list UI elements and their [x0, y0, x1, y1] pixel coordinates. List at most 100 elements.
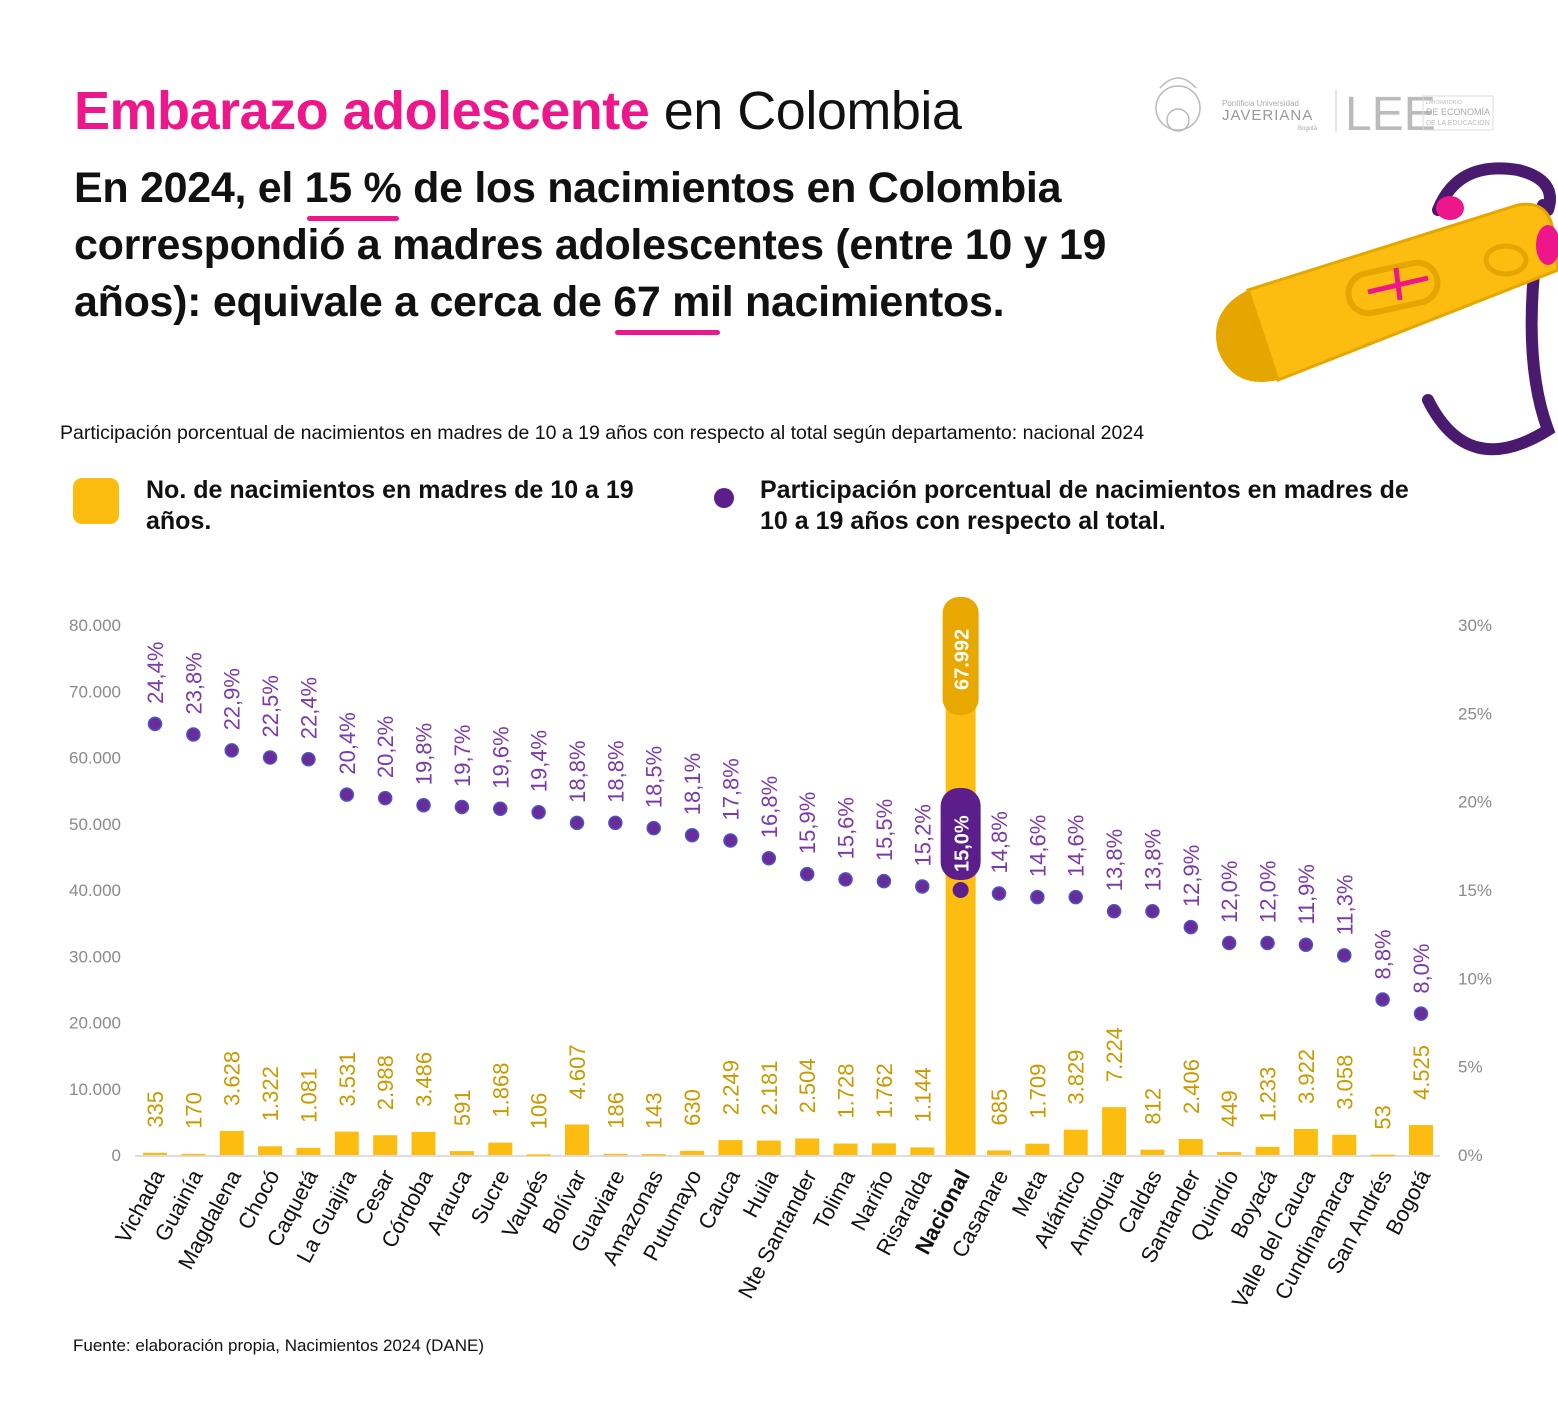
dot-value-label: 18,8%: [565, 740, 590, 802]
bar-value-label: 1.868: [488, 1063, 513, 1118]
dot-value-label: 22,9%: [220, 668, 245, 730]
dot-value-label: 15,6%: [834, 797, 859, 859]
dot: [416, 797, 431, 813]
bar-value-pill: [942, 597, 979, 715]
dot: [684, 827, 700, 843]
headline: En 2024, el 15 % de los nacimientos en C…: [74, 160, 1224, 335]
bar: [1217, 1152, 1242, 1155]
dot: [1375, 992, 1390, 1007]
bar: [833, 1143, 858, 1155]
pregnancy-test-illustration-icon: [1216, 162, 1558, 456]
dot: [1298, 937, 1314, 953]
dot: [761, 850, 777, 866]
dot: [608, 815, 623, 831]
dot-value-label: 20,4%: [335, 712, 360, 774]
bar-value-label: 3.531: [335, 1052, 360, 1107]
bar: [1178, 1139, 1203, 1155]
bar-value-label: 1.709: [1025, 1064, 1050, 1119]
bar-value-label: 1.144: [910, 1067, 935, 1122]
dot: [186, 727, 201, 742]
dot: [493, 801, 508, 816]
dot: [301, 752, 316, 767]
dot-value-label: 12,0%: [1217, 861, 1242, 923]
bar: [1063, 1129, 1088, 1155]
bar: [219, 1130, 244, 1155]
dot-nacional: [952, 882, 969, 898]
dot-value-label: 12,9%: [1179, 845, 1204, 907]
bar-value-label: 1.081: [296, 1068, 321, 1123]
dot-value-label: 8,8%: [1371, 929, 1396, 979]
bar-value-label: 2.249: [718, 1060, 743, 1115]
dot: [1413, 1006, 1429, 1021]
bar: [334, 1131, 359, 1155]
bar-value-label: 143: [642, 1092, 667, 1129]
bar: [1370, 1154, 1395, 1157]
dot: [339, 787, 355, 802]
dot-value-label: 12,0%: [1256, 861, 1281, 923]
bar-value-label: 3.628: [220, 1051, 245, 1106]
dot: [1030, 889, 1045, 905]
bar-value-label: 630: [680, 1089, 705, 1126]
dot-value-label: 15,0%: [952, 815, 974, 872]
bar-value-label: 2.406: [1179, 1059, 1204, 1114]
logos: Pontificia Universidad JAVERIANA Bogotá …: [1155, 77, 1494, 138]
dot-value-label: 8,0%: [1409, 944, 1434, 994]
bar-value-label: 1.322: [258, 1066, 283, 1121]
headline-number: 67 mi: [613, 274, 722, 335]
right-axis-tick-label: 25%: [1458, 704, 1492, 723]
left-axis-tick-label: 40.000: [69, 881, 121, 900]
bar: [718, 1140, 743, 1155]
bar-value-label: 53: [1371, 1105, 1396, 1129]
dot: [224, 743, 239, 758]
legend-bar-swatch: [73, 478, 119, 524]
dot-value-label: 14,8%: [987, 811, 1012, 873]
bar: [1293, 1129, 1318, 1155]
left-axis-tick-label: 20.000: [69, 1014, 121, 1033]
bar: [910, 1147, 935, 1155]
bar: [296, 1147, 321, 1155]
dot: [646, 820, 661, 836]
bar: [488, 1142, 513, 1155]
page-title: Embarazo adolescente en Colombia: [74, 80, 962, 142]
dot-value-label: 11,9%: [1294, 864, 1319, 925]
logo-box: [1422, 95, 1494, 131]
title-rest: en Colombia: [649, 81, 962, 141]
dot-value-label: 23,8%: [181, 652, 206, 714]
bar: [987, 1150, 1011, 1155]
headline-text: de los nacimientos en Colombia correspon…: [74, 164, 1107, 326]
chart-subtitle: Participación porcentual de nacimientos …: [60, 422, 1145, 444]
dot-value-label: 15,2%: [910, 804, 935, 866]
logo-city: Bogotá: [1298, 126, 1318, 132]
dot-value-label: 24,4%: [143, 642, 168, 704]
left-axis-tick-label: 30.000: [69, 947, 121, 966]
right-axis-tick-label: 15%: [1458, 881, 1492, 900]
bar-value-label: 2.988: [373, 1055, 398, 1110]
dot: [799, 866, 815, 882]
dot: [1260, 935, 1275, 951]
bar-value-label: 3.486: [412, 1052, 437, 1107]
bar-value-label: 449: [1217, 1090, 1242, 1127]
bar-value-label: 170: [181, 1092, 206, 1129]
dot-value-label: 19,8%: [412, 723, 437, 785]
bar-value-label: 4.525: [1409, 1045, 1434, 1100]
bar: [565, 1124, 589, 1155]
logo-university-small: Pontificia Universidad: [1222, 99, 1299, 108]
javeriana-seal-icon: [1155, 77, 1201, 132]
bar-value-label: 106: [527, 1093, 552, 1130]
dot: [531, 805, 546, 820]
dot: [454, 799, 470, 815]
bar-value-label: 4.607: [565, 1044, 590, 1099]
bar: [871, 1143, 896, 1155]
left-axis-tick-label: 80.000: [69, 616, 121, 635]
bar-value-label: 1.762: [872, 1063, 897, 1118]
headline-text: l nacimientos.: [721, 278, 1005, 326]
bar-value-label: 685: [987, 1089, 1012, 1126]
bar: [411, 1131, 436, 1155]
left-axis-tick-label: 70.000: [69, 682, 121, 701]
bar-nacional: [945, 694, 976, 1155]
bar-value-label: 1.728: [834, 1063, 859, 1118]
headline-percent: 15 %: [305, 160, 402, 221]
bar-value-label: 335: [143, 1091, 168, 1128]
dot: [1337, 948, 1352, 963]
